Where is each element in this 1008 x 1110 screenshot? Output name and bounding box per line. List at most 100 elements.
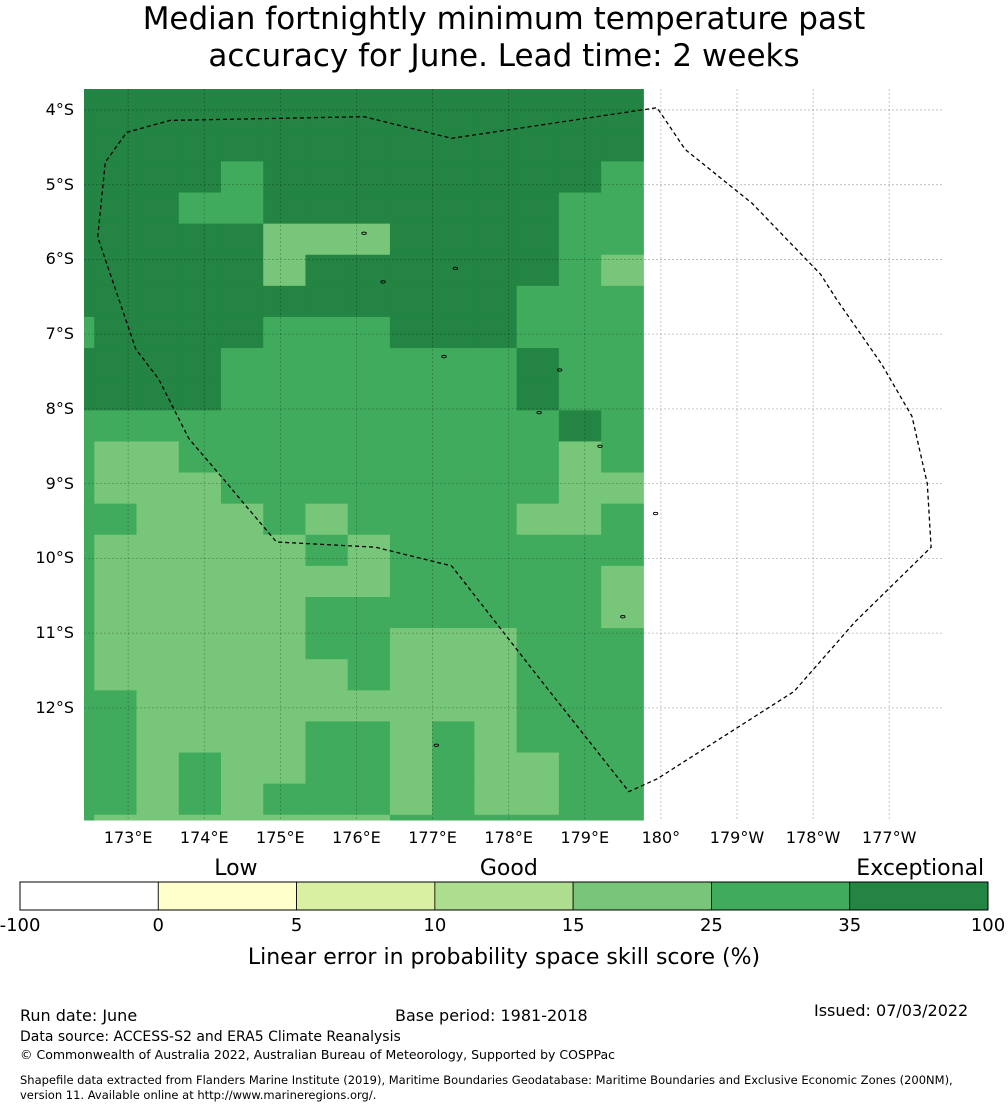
skill-cell <box>347 690 391 722</box>
skill-cell <box>94 348 138 380</box>
skill-cell <box>94 161 138 194</box>
skill-cell <box>432 721 475 754</box>
skill-cell <box>474 565 518 598</box>
skill-cell <box>136 192 180 225</box>
skill-cell <box>474 628 518 660</box>
skill-cell <box>263 348 306 380</box>
skill-cell <box>516 348 560 380</box>
skill-cell <box>347 503 391 536</box>
skill-cell <box>432 316 475 349</box>
skill-cell <box>432 161 475 194</box>
skill-cell <box>178 441 222 474</box>
skill-cell <box>601 161 644 194</box>
skill-cell <box>305 441 349 474</box>
skill-cell <box>263 161 306 194</box>
skill-cell <box>347 99 391 131</box>
skill-cell <box>347 316 391 349</box>
skill-cell <box>389 752 433 785</box>
base-period: Base period: 1981-2018 <box>395 1006 588 1025</box>
skill-cell <box>474 596 518 629</box>
latitude-label: 11°S <box>35 623 74 643</box>
skill-cell <box>516 130 560 162</box>
skill-cell <box>136 503 180 536</box>
skill-cell <box>220 410 264 442</box>
skill-cell <box>263 285 306 318</box>
skill-cell <box>136 596 180 629</box>
skill-cell <box>389 254 433 287</box>
issued-date: Issued: 07/03/2022 <box>814 1001 969 1020</box>
skill-cell <box>474 503 518 536</box>
copyright-notice: © Commonwealth of Australia 2022, Austra… <box>20 1047 615 1062</box>
skill-cell <box>516 254 560 287</box>
skill-cell <box>347 161 391 194</box>
skill-cell <box>263 721 306 754</box>
skill-cell <box>474 254 518 287</box>
skill-cell <box>94 441 138 474</box>
island-outline <box>536 410 542 415</box>
colorbar-bin <box>711 881 851 911</box>
skill-cell <box>178 254 222 287</box>
skill-cell <box>474 223 518 256</box>
skill-cell <box>474 814 518 821</box>
skill-cell <box>178 783 222 816</box>
skill-cell <box>474 348 518 380</box>
island-outline <box>557 368 563 372</box>
skill-cell <box>263 99 306 131</box>
skill-cell <box>178 628 222 660</box>
skill-cell <box>558 410 602 442</box>
colorbar-bin <box>849 881 989 911</box>
skill-cell <box>305 472 349 505</box>
colorbar-frame <box>19 881 989 911</box>
skill-cell <box>305 503 349 536</box>
latitude-label: 5°S <box>45 174 74 194</box>
skill-cell <box>178 596 222 629</box>
skill-cell <box>432 534 475 567</box>
skill-cell <box>84 441 95 474</box>
skill-cell <box>558 99 602 131</box>
skill-cell <box>178 534 222 567</box>
skill-cell <box>305 130 349 162</box>
skill-cell <box>347 814 391 821</box>
skill-cell <box>263 690 306 722</box>
run-date: Run date: June <box>20 1006 138 1025</box>
skill-cell <box>178 223 222 256</box>
skill-cell <box>305 814 349 821</box>
skill-cell <box>601 223 644 256</box>
skill-cell <box>136 254 180 287</box>
skill-cell <box>178 379 222 411</box>
skill-cell <box>389 783 433 816</box>
longitude-label: 175°E <box>256 828 305 847</box>
skill-cell <box>94 254 138 287</box>
skill-cell <box>220 441 264 474</box>
skill-cell <box>558 254 602 287</box>
skill-cell <box>389 99 433 131</box>
colorbar-tick-label: 15 <box>561 915 585 936</box>
skill-cell <box>220 161 264 194</box>
skill-cell <box>474 534 518 567</box>
skill-cell <box>601 130 644 162</box>
skill-cell <box>220 783 264 816</box>
skill-cell <box>84 690 95 722</box>
skill-cell <box>136 721 180 754</box>
skill-cell <box>263 223 306 256</box>
skill-cell <box>474 130 518 162</box>
skill-cell <box>558 472 602 505</box>
skill-cell <box>136 89 180 100</box>
shapefile-credit-line-2: version 11. Available online at http://w… <box>20 1088 377 1102</box>
longitude-label: 178°W <box>785 828 841 847</box>
skill-cell <box>389 379 433 411</box>
skill-cell <box>305 223 349 256</box>
skill-cell <box>136 814 180 821</box>
skill-cell <box>178 348 222 380</box>
skill-cell <box>305 316 349 349</box>
skill-cell <box>347 534 391 567</box>
skill-cell <box>263 659 306 691</box>
data-source: Data source: ACCESS-S2 and ERA5 Climate … <box>20 1029 401 1045</box>
skill-cell <box>601 254 644 287</box>
skill-cell <box>94 410 138 442</box>
island-outline <box>597 444 603 448</box>
skill-cell <box>474 285 518 318</box>
skill-cell <box>220 285 264 318</box>
island-outline <box>441 354 447 359</box>
skill-cell <box>601 285 644 318</box>
